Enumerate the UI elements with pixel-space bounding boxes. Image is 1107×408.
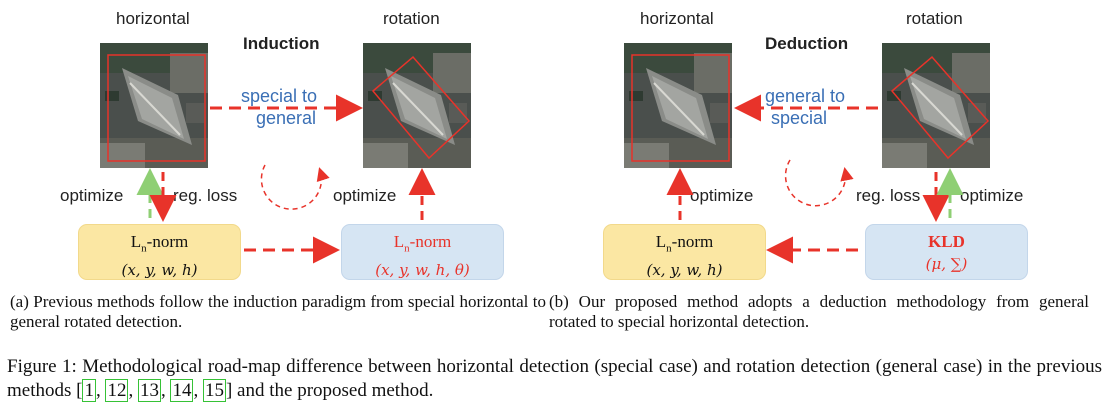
left-rotation-image <box>363 43 471 168</box>
right-ln-norm-box: Ln-norm (x, y, w, h) <box>603 224 766 280</box>
right-horizontal-image <box>624 43 732 168</box>
left-ln-norm-rot-title: Ln-norm <box>393 232 452 255</box>
left-rotation-label: rotation <box>383 9 440 28</box>
left-ln-norm-params: (x, y, w, h) <box>121 261 198 280</box>
left-ln-norm-rot-box: Ln-norm (x, y, w, h, θ) <box>341 224 504 280</box>
left-ln-norm-rot-params: (x, y, w, h, θ) <box>375 261 470 280</box>
right-optimize-label: optimize <box>690 186 754 205</box>
right-kld-title: KLD <box>928 232 965 251</box>
left-optimize-right-label: optimize <box>333 186 397 205</box>
left-arrow-text-2: general <box>256 108 317 128</box>
right-kld-params: (μ, ∑) <box>925 255 968 273</box>
caption-a: (a) Previous methods follow the inductio… <box>10 292 546 331</box>
right-arrow-text-2: special <box>771 108 828 128</box>
caption-b: (b) Our proposed method adopts a deducti… <box>549 292 1089 331</box>
right-ln-norm-title: Ln-norm <box>655 232 714 255</box>
left-ln-norm-box: Ln-norm (x, y, w, h) <box>78 224 241 280</box>
right-rotation-image <box>882 43 990 168</box>
cite-14[interactable]: 14 <box>170 379 194 402</box>
left-cycle-arrow <box>260 164 330 210</box>
right-cycle-arrow <box>784 159 854 207</box>
right-title: Deduction <box>765 34 849 53</box>
left-ln-norm-title: Ln-norm <box>130 232 189 255</box>
right-ln-norm-params: (x, y, w, h) <box>646 261 723 280</box>
right-optimize-right-label: optimize <box>960 186 1024 205</box>
right-rotation-label: rotation <box>906 9 963 28</box>
figure-caption-suffix: ] and the proposed method. <box>225 380 434 401</box>
figure-caption-prefix: Figure 1: Methodological road-map differ… <box>7 356 1102 401</box>
right-kld-box: KLD (μ, ∑) <box>865 224 1028 280</box>
right-regloss-label: reg. loss <box>856 186 921 205</box>
left-horizontal-label: horizontal <box>116 9 190 28</box>
left-arrow-text-1: special to <box>241 86 318 106</box>
cite-1[interactable]: 1 <box>82 379 96 402</box>
left-title: Induction <box>243 34 320 53</box>
left-horizontal-image <box>100 43 208 168</box>
cite-13[interactable]: 13 <box>137 379 161 402</box>
left-regloss-label: reg. loss <box>173 186 238 205</box>
right-arrow-text-1: general to <box>765 86 846 106</box>
figure-caption: Figure 1: Methodological road-map differ… <box>7 356 1102 402</box>
right-horizontal-label: horizontal <box>640 9 714 28</box>
cite-15[interactable]: 15 <box>202 379 226 402</box>
cite-12[interactable]: 12 <box>105 379 129 402</box>
left-optimize-label: optimize <box>60 186 124 205</box>
